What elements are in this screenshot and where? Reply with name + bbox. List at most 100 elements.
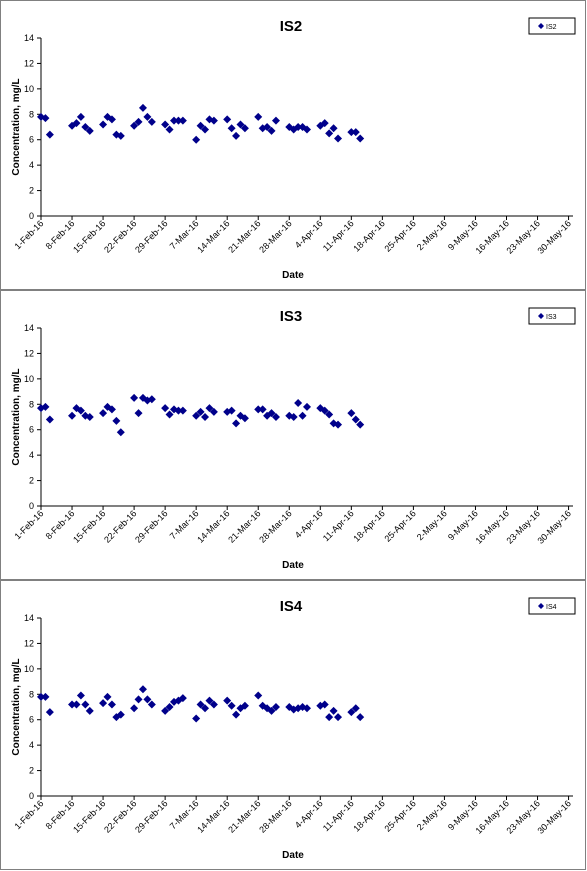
x-tick-label: 21-Mar-16 [226, 218, 262, 254]
data-point [85, 413, 94, 421]
x-tick-label: 11-Apr-16 [321, 798, 356, 833]
data-point [271, 703, 280, 711]
legend-marker [538, 603, 544, 609]
legend-marker [538, 313, 544, 319]
data-point [68, 411, 77, 420]
x-tick-label: 18-Apr-16 [351, 798, 386, 833]
data-point [170, 116, 178, 125]
data-point [99, 699, 108, 708]
y-tick-label: 6 [29, 425, 34, 435]
x-tick-label: 2-May-16 [415, 798, 449, 832]
data-point [320, 700, 329, 709]
data-point [130, 121, 139, 130]
y-tick-label: 0 [29, 501, 34, 511]
x-axis-title: Date [282, 560, 304, 571]
data-point [258, 405, 267, 414]
y-axis-title: Concentration, mg/L [11, 658, 22, 755]
data-point [178, 116, 187, 125]
data-point [76, 112, 85, 121]
legend-label: IS4 [546, 604, 557, 611]
data-point [294, 123, 303, 131]
data-point [329, 706, 338, 715]
x-tick-label: 21-Mar-16 [226, 508, 262, 544]
y-tick-label: 8 [29, 109, 34, 119]
x-tick-label: 25-Apr-16 [382, 798, 417, 833]
data-point [134, 409, 143, 418]
data-point [289, 413, 298, 421]
data-point [298, 411, 307, 420]
data-point [161, 120, 170, 129]
legend: IS3 [528, 307, 576, 325]
data-point [45, 130, 54, 139]
data-point [196, 407, 205, 416]
y-tick-label: 14 [24, 323, 34, 333]
y-tick-label: 10 [24, 664, 34, 674]
data-point [334, 134, 343, 143]
chart-title: IS4 [280, 598, 303, 615]
data-point [201, 704, 210, 713]
data-point [320, 119, 329, 128]
data-point [174, 406, 183, 415]
data-point [316, 404, 325, 413]
y-tick-label: 12 [24, 58, 34, 68]
data-point [85, 706, 94, 715]
chart-title: IS2 [280, 18, 303, 35]
data-point [107, 405, 116, 414]
legend-box [528, 307, 576, 325]
legend-marker [538, 23, 544, 29]
data-point [329, 124, 338, 133]
chart-title: IS3 [280, 308, 303, 325]
x-tick-label: 11-Apr-16 [321, 218, 356, 253]
y-tick-label: 10 [24, 84, 34, 94]
data-point [192, 714, 201, 723]
x-axis-title: Date [282, 850, 304, 861]
data-point [303, 125, 311, 134]
data-point [223, 407, 232, 416]
legend: IS2 [528, 17, 576, 35]
data-point [294, 399, 303, 408]
data-point [351, 128, 360, 137]
data-point [205, 696, 214, 705]
data-point [81, 700, 90, 709]
data-point [325, 129, 334, 138]
data-point [161, 404, 170, 413]
x-tick-label: 28-Mar-16 [257, 798, 293, 834]
data-point [240, 414, 249, 423]
data-point [107, 700, 116, 709]
x-tick-label: 11-Apr-16 [321, 508, 356, 543]
data-point [147, 395, 156, 404]
data-point [112, 416, 121, 425]
data-point [325, 713, 334, 722]
data-point [81, 411, 90, 420]
chart-panel-is2: IS2 0 2 4 6 8 10 12 14 1-Feb-16 8-Feb-16 15-Feb-16 2… [0, 0, 586, 290]
legend-label: IS2 [546, 24, 557, 31]
data-point [134, 117, 143, 126]
x-tick-label: 4-Apr-16 [293, 798, 325, 830]
data-point [356, 420, 365, 429]
data-point [236, 120, 245, 129]
y-tick-label: 0 [29, 791, 34, 801]
x-tick-label: 22-Feb-16 [102, 798, 138, 834]
y-tick-label: 4 [29, 450, 34, 460]
data-point [85, 126, 94, 135]
data-point [72, 700, 81, 709]
legend-box [528, 597, 576, 615]
y-tick-label: 2 [29, 766, 34, 776]
data-point [254, 112, 263, 121]
data-point [254, 691, 263, 700]
data-point [351, 704, 360, 713]
x-axis-title: Date [282, 270, 304, 281]
x-tick-label: 14-Mar-16 [195, 798, 231, 834]
data-point [232, 131, 241, 140]
x-tick-label: 1-Feb-16 [13, 798, 46, 831]
data-point [76, 691, 85, 700]
data-point [192, 135, 201, 144]
x-tick-label: 29-Feb-16 [133, 218, 169, 254]
x-tick-label: 15-Feb-16 [71, 218, 107, 254]
data-point [263, 123, 272, 131]
data-point [192, 411, 201, 420]
data-point [72, 119, 81, 128]
data-point [347, 708, 356, 717]
data-point [201, 125, 210, 134]
data-point [138, 685, 147, 694]
